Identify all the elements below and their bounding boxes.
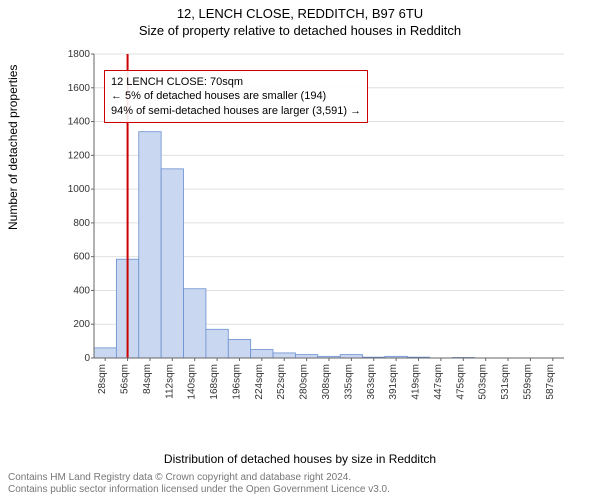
svg-text:28sqm: 28sqm — [97, 364, 108, 394]
annotation-line-2: ← 5% of detached houses are smaller (194… — [111, 89, 361, 103]
annotation-box: 12 LENCH CLOSE: 70sqm ← 5% of detached h… — [104, 70, 368, 123]
svg-text:1200: 1200 — [68, 150, 91, 161]
svg-text:600: 600 — [73, 252, 90, 263]
svg-text:559sqm: 559sqm — [522, 364, 533, 400]
svg-text:363sqm: 363sqm — [366, 364, 377, 400]
svg-text:447sqm: 447sqm — [433, 364, 444, 400]
x-axis-label: Distribution of detached houses by size … — [0, 452, 600, 466]
svg-text:1400: 1400 — [68, 117, 91, 128]
svg-text:335sqm: 335sqm — [343, 364, 354, 400]
footer-line-2: Contains public sector information licen… — [8, 484, 390, 496]
svg-text:1800: 1800 — [68, 49, 91, 60]
svg-text:400: 400 — [73, 285, 90, 296]
svg-text:56sqm: 56sqm — [120, 364, 131, 394]
svg-text:531sqm: 531sqm — [500, 364, 511, 400]
svg-text:419sqm: 419sqm — [411, 364, 422, 400]
y-axis-label: Number of detached properties — [6, 65, 20, 230]
chart-title: 12, LENCH CLOSE, REDDITCH, B97 6TU — [0, 0, 600, 21]
svg-text:475sqm: 475sqm — [455, 364, 466, 400]
annotation-line-1: 12 LENCH CLOSE: 70sqm — [111, 75, 361, 89]
svg-text:1000: 1000 — [68, 184, 91, 195]
svg-text:168sqm: 168sqm — [209, 364, 220, 400]
chart-area: 0 200 400 600 800 1000 1200 1400 1600 1800 28sqm 56… — [60, 48, 570, 418]
svg-text:503sqm: 503sqm — [478, 364, 489, 400]
svg-text:112sqm: 112sqm — [164, 364, 175, 399]
svg-text:391sqm: 391sqm — [388, 364, 399, 400]
svg-text:0: 0 — [84, 353, 90, 364]
svg-text:140sqm: 140sqm — [187, 364, 198, 400]
svg-text:84sqm: 84sqm — [142, 364, 153, 394]
svg-text:587sqm: 587sqm — [545, 364, 556, 400]
svg-text:224sqm: 224sqm — [254, 364, 265, 400]
svg-text:200: 200 — [73, 319, 90, 330]
svg-text:252sqm: 252sqm — [276, 364, 287, 400]
svg-text:800: 800 — [73, 218, 90, 229]
footer-credits: Contains HM Land Registry data © Crown c… — [8, 472, 390, 496]
footer-line-1: Contains HM Land Registry data © Crown c… — [8, 472, 390, 484]
chart-container: 12, LENCH CLOSE, REDDITCH, B97 6TU Size … — [0, 0, 600, 500]
chart-subtitle: Size of property relative to detached ho… — [0, 21, 600, 38]
svg-text:1600: 1600 — [68, 83, 91, 94]
svg-text:308sqm: 308sqm — [321, 364, 332, 400]
annotation-line-3: 94% of semi-detached houses are larger (… — [111, 104, 361, 118]
svg-text:196sqm: 196sqm — [231, 364, 242, 400]
svg-text:280sqm: 280sqm — [299, 364, 310, 400]
